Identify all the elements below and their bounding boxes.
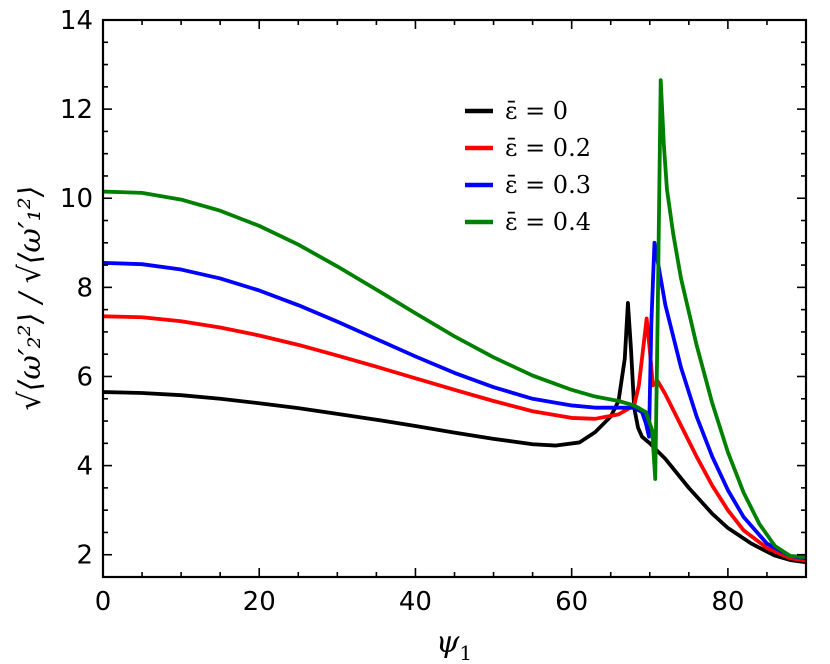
- x-tick-label: 60: [555, 587, 588, 617]
- ticks-layer: 0 20 40 60 80 2 4 6 8 10 12 14: [60, 6, 807, 617]
- y-tick-label: 6: [76, 362, 93, 392]
- series-line-2: [103, 240, 806, 561]
- x-tick-label: 40: [399, 587, 432, 617]
- x-tick-label: 80: [711, 587, 744, 617]
- y-tick-label: 14: [60, 6, 93, 36]
- x-tick-label: 20: [243, 587, 276, 617]
- legend-label-2: ε̄ = 0.3: [505, 171, 591, 199]
- plot-frame: [101, 18, 808, 579]
- legend-label-1: ε̄ = 0.2: [505, 134, 591, 162]
- legend: ε̄ = 0 ε̄ = 0.2 ε̄ = 0.3 ε̄ = 0.4: [465, 97, 591, 236]
- x-axis-label: ψ1: [436, 625, 472, 664]
- legend-label-0: ε̄ = 0: [505, 97, 568, 125]
- series-line-3: [103, 78, 806, 559]
- series-layer: [103, 78, 806, 565]
- legend-label-3: ε̄ = 0.4: [505, 208, 591, 236]
- y-tick-label: 8: [76, 273, 93, 303]
- y-tick-label: 4: [76, 452, 93, 482]
- series-line-0: [103, 301, 806, 565]
- y-tick-label: 2: [76, 541, 93, 571]
- y-tick-label: 12: [60, 95, 93, 125]
- x-tick-label: 0: [95, 587, 112, 617]
- y-tick-label: 10: [60, 184, 93, 214]
- y-axis-label: √⟨ω′₂²⟩ / √⟨ω′₁²⟩: [13, 186, 48, 411]
